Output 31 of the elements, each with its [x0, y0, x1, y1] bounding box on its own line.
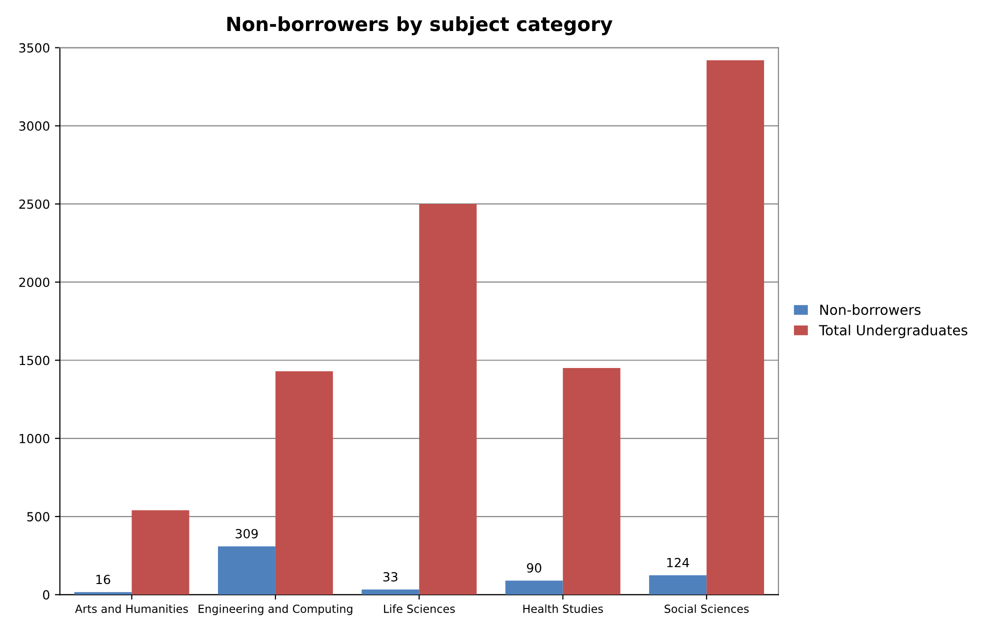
bar [419, 204, 477, 595]
y-tick-label: 3500 [19, 43, 50, 53]
y-tick-label: 0 [43, 590, 50, 600]
legend-label: Non-borrowers [820, 304, 921, 316]
y-tick-label: 1500 [20, 356, 50, 366]
y-tick-label: 500 [27, 512, 50, 522]
data-label: 16 [96, 574, 110, 584]
data-label: 90 [526, 563, 542, 573]
bar [649, 575, 707, 595]
bar [562, 368, 620, 595]
bar [218, 546, 276, 595]
y-tick-label: 1000 [20, 434, 50, 444]
x-tick-label: Arts and Humanities [75, 604, 188, 613]
y-tick-label: 2500 [19, 199, 50, 209]
x-tick-label: Life Sciences [384, 604, 455, 613]
data-label: 33 [383, 572, 398, 582]
data-label: 124 [667, 558, 690, 568]
bar [74, 592, 132, 595]
bar [362, 590, 420, 595]
bar [132, 510, 190, 595]
legend-label: Total Undergraduates [818, 324, 968, 338]
bar [505, 580, 563, 595]
bar [275, 371, 333, 595]
bar [706, 60, 764, 595]
data-label: 309 [236, 528, 258, 538]
x-tick-label: Social Sciences [664, 604, 749, 613]
chart-title: Non-borrowers by subject category [227, 16, 612, 36]
x-tick-label: Health Studies [523, 604, 603, 613]
y-tick-label: 3000 [19, 121, 50, 131]
x-tick-label: Engineering and Computing [198, 604, 352, 616]
y-tick-label: 2000 [19, 278, 50, 288]
